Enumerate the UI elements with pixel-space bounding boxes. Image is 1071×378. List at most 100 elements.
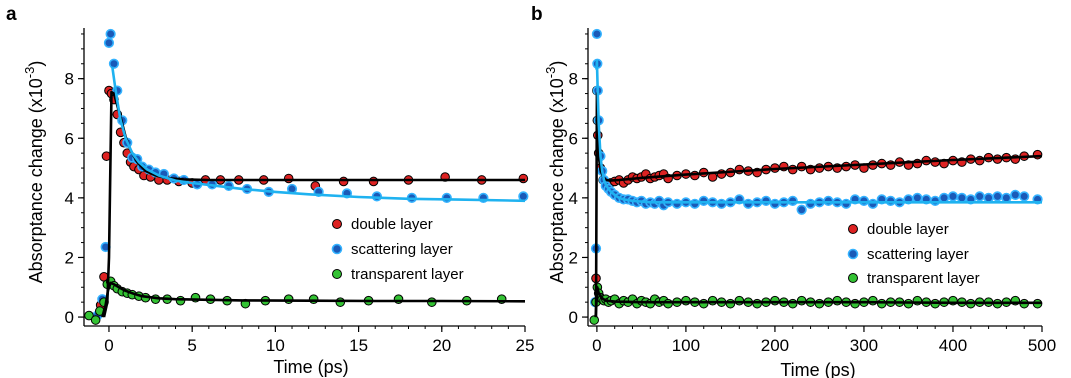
scattering-point (867, 198, 878, 209)
scattering-point (103, 37, 115, 49)
y-tick-label: 4 (65, 189, 74, 208)
transparent-point (868, 295, 878, 306)
transparent-point (814, 298, 825, 309)
x-tick-label: 200 (761, 336, 789, 355)
x-tick-label: 100 (672, 336, 700, 355)
scattering-point (441, 192, 452, 203)
transparent-point (752, 298, 762, 309)
double-fit-line (102, 90, 525, 318)
x-tick-label: 15 (349, 336, 368, 355)
transparent-point (90, 315, 101, 325)
scattering-point (760, 195, 772, 206)
transparent-point (734, 295, 745, 306)
scattering-point (930, 195, 941, 206)
x-tick-label: 5 (187, 336, 196, 355)
panel-b-fits (594, 59, 1043, 318)
transparent-point (335, 297, 346, 307)
legend-label-scattering: scattering layer (867, 246, 969, 263)
y-tick-label: 4 (569, 189, 578, 208)
scattering-point (805, 198, 816, 209)
panel-b-axes: 0 100 200 300 400 500 0 2 4 6 8 (569, 28, 1056, 355)
scattering-point (1019, 191, 1030, 202)
transparent-point (770, 295, 780, 306)
legend-item-scattering: scattering layer (847, 246, 969, 263)
scattering-point (698, 195, 709, 206)
transparent-point (589, 315, 600, 325)
panel-a: a Absorptance change (x10-3) Time (ps) 0… (6, 4, 534, 377)
y-tick-label: 2 (65, 248, 74, 267)
double-point (283, 173, 294, 184)
transparent-point (681, 295, 691, 306)
y-tick-label: 6 (65, 129, 74, 148)
scattering-point (743, 198, 754, 209)
double-point (338, 176, 349, 187)
x-tick-label: 400 (939, 336, 967, 355)
scattering-point (518, 191, 529, 202)
x-tick-label: 300 (850, 336, 878, 355)
panel-a-xlabel: Time (ps) (273, 357, 348, 377)
transparent-point (663, 298, 673, 309)
double-point (518, 173, 529, 184)
legend-label-double: double layer (351, 216, 433, 233)
transparent-point (796, 295, 807, 306)
scattering-point (885, 195, 896, 206)
transparent-point (787, 298, 798, 309)
scattering-point (974, 191, 985, 202)
scattering-point (108, 58, 120, 69)
transparent-point (283, 294, 294, 304)
panel-b-legend: double layer scattering layer transparen… (847, 221, 980, 287)
scattering-point (1001, 192, 1012, 203)
double-point (368, 176, 379, 187)
scattering-point (689, 198, 700, 209)
scattering-point (591, 28, 603, 40)
scattering-point (823, 195, 834, 206)
legend-label-scattering: scattering layer (351, 241, 453, 258)
y-tick-label: 0 (65, 308, 74, 327)
scattering-point (938, 192, 950, 203)
transparent-point (175, 295, 186, 306)
legend-label-transparent: transparent layer (867, 270, 980, 287)
scattering-point (912, 192, 923, 203)
transparent-point (850, 298, 860, 309)
legend-marker-transparent (332, 269, 342, 279)
y-tick-label: 6 (569, 129, 578, 148)
legend-item-transparent: transparent layer (332, 266, 464, 283)
legend-item-double: double layer (848, 221, 949, 238)
legend-marker-scattering (331, 243, 343, 255)
scattering-point (992, 191, 1003, 202)
scattering-point (769, 198, 781, 209)
scattering-point (841, 198, 852, 209)
panel-b-ylabel-text: Absorptance change (x10 (547, 78, 567, 283)
panel-b-xlabel: Time (ps) (780, 360, 855, 378)
transparent-point (84, 310, 94, 321)
transparent-point (832, 295, 843, 306)
legend-label-double: double layer (867, 221, 949, 238)
x-tick-label: 0 (592, 336, 601, 355)
panel-a-ylabel-close: ) (26, 61, 46, 67)
panel-a-legend: double layer scattering layer transparen… (331, 216, 464, 283)
scattering-point (796, 204, 807, 215)
x-tick-label: 25 (516, 336, 535, 355)
panel-b-ylabel-close: ) (547, 61, 567, 67)
transparent-fit-line (594, 286, 1042, 318)
transparent-point (876, 298, 887, 309)
panel-b: b Absorptance change (x10-3) Time (ps) 0… (531, 4, 1056, 378)
transparent-point (308, 294, 319, 304)
double-fit-line (594, 92, 1043, 318)
legend-item-transparent: transparent layer (848, 270, 980, 287)
scattering-fit-line (111, 66, 526, 203)
legend-marker-transparent (848, 273, 858, 283)
y-tick-label: 8 (569, 70, 578, 89)
legend-item-scattering: scattering layer (331, 241, 453, 258)
panel-b-letter: b (531, 4, 543, 25)
y-tick-label: 8 (65, 70, 74, 89)
panel-a-ylabel-text: Absorptance change (x10 (26, 78, 46, 283)
transparent-fit-line (101, 281, 526, 318)
x-tick-label: 10 (266, 336, 285, 355)
legend-marker-double (848, 224, 858, 234)
x-tick-label: 500 (1028, 336, 1056, 355)
scattering-point (1010, 189, 1021, 200)
transparent-point (707, 295, 718, 306)
x-tick-label: 0 (104, 336, 113, 355)
